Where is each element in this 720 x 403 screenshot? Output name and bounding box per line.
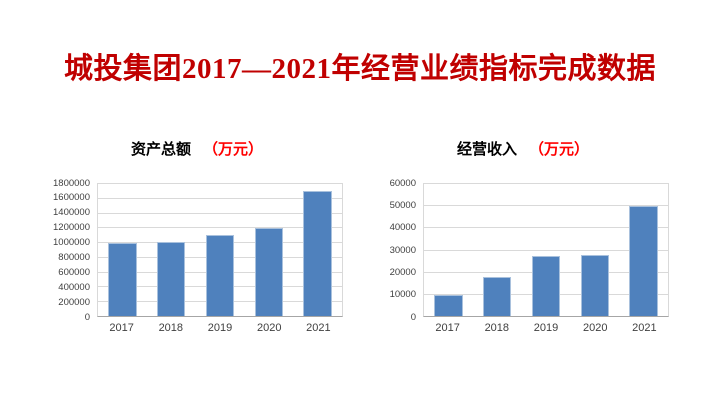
bar-slot — [619, 183, 668, 316]
slide-title: 城投集团2017—2021年经营业绩指标完成数据 — [63, 53, 656, 85]
x-axis-label: 2021 — [306, 322, 331, 334]
x-axis-label: 2020 — [582, 322, 608, 334]
plot-area — [97, 183, 343, 317]
chart-unit-label: （万元） — [529, 141, 590, 158]
bar-2018 — [157, 242, 186, 316]
plot-area — [423, 183, 669, 317]
bar-2019 — [205, 234, 235, 316]
chart-title-text: 经营收入 — [456, 141, 517, 158]
bar-slot — [424, 183, 473, 316]
bar-slot — [570, 183, 619, 316]
gridline — [424, 183, 668, 184]
bars-group — [98, 183, 342, 316]
bar-slot — [196, 183, 245, 316]
gridline — [98, 212, 342, 214]
chart-total-assets: 资产总额 （万元） 0 200000 400000 600000 800000 100000… — [51, 138, 343, 334]
bar-2019 — [531, 256, 561, 316]
bar-slot — [473, 183, 522, 316]
x-axis: 2017 2018 2019 2020 2021 — [423, 322, 669, 334]
y-axis-label: 800000 — [58, 251, 90, 263]
x-axis-label: 2018 — [484, 322, 510, 334]
y-axis-label: 400000 — [58, 281, 90, 293]
y-axis-label: 20000 — [389, 266, 416, 278]
y-axis-label: 10000 — [389, 288, 416, 300]
y-axis-label: 50000 — [389, 199, 416, 211]
x-axis-label: 2017 — [435, 322, 460, 334]
bar-2018 — [483, 277, 512, 316]
bar-2021 — [629, 206, 658, 316]
x-axis: 2017 2018 2019 2020 2021 — [97, 322, 343, 334]
y-axis: 0 10000 20000 30000 40000 50000 60000 — [377, 178, 423, 321]
bar-slot — [522, 183, 571, 316]
gridline — [424, 227, 668, 229]
y-axis-label: 1400000 — [53, 207, 90, 219]
bars-group — [424, 183, 668, 316]
y-axis-label: 200000 — [58, 296, 90, 308]
bar-2017 — [108, 242, 137, 316]
bar-chart-total-assets: 0 200000 400000 600000 800000 1000000 1200000 1… — [51, 178, 343, 334]
bar-slot — [147, 183, 196, 316]
bar-slot — [98, 183, 147, 316]
chart-title-text: 资产总额 — [130, 141, 191, 158]
y-axis-label: 30000 — [389, 244, 416, 256]
x-axis-label: 2019 — [207, 322, 233, 334]
y-axis: 0 200000 400000 600000 800000 1000000 1200000 1… — [51, 178, 97, 321]
y-axis-label: 0 — [410, 311, 416, 323]
chart-operating-income: 经营收入 （万元） 0 10000 20000 30000 40000 50000 60000… — [377, 138, 669, 334]
chart-title-total-assets: 资产总额 （万元） — [51, 138, 343, 159]
chart-title-operating-income: 经营收入 （万元） — [377, 138, 669, 159]
x-axis-label: 2017 — [109, 322, 134, 334]
gridline — [424, 205, 668, 207]
bar-2020 — [254, 228, 283, 316]
y-axis-label: 600000 — [58, 266, 90, 278]
bar-2021 — [303, 191, 332, 316]
x-axis-label: 2020 — [256, 322, 282, 334]
y-axis-label: 0 — [84, 311, 90, 323]
x-axis-label: 2018 — [158, 322, 184, 334]
y-axis-label: 60000 — [389, 177, 416, 189]
gridline — [98, 227, 342, 229]
chart-unit-label: （万元） — [203, 141, 264, 158]
bar-chart-operating-income: 0 10000 20000 30000 40000 50000 60000 2017 2018 2… — [377, 178, 669, 334]
x-axis-label: 2019 — [533, 322, 559, 334]
plot-row: 0 10000 20000 30000 40000 50000 60000 — [377, 178, 669, 321]
x-axis-label: 2021 — [632, 322, 657, 334]
bar-slot — [293, 183, 342, 316]
gridline — [98, 183, 342, 184]
plot-row: 0 200000 400000 600000 800000 1000000 1200000 1… — [51, 178, 343, 321]
bar-slot — [244, 183, 293, 316]
y-axis-label: 1200000 — [53, 221, 90, 233]
y-axis-label: 40000 — [389, 221, 416, 233]
gridline — [98, 197, 342, 199]
bar-2017 — [434, 294, 463, 316]
gridline — [424, 249, 668, 251]
y-axis-label: 1000000 — [53, 236, 90, 248]
bar-2020 — [580, 255, 609, 316]
y-axis-label: 1600000 — [53, 192, 90, 204]
charts-row: 资产总额 （万元） 0 200000 400000 600000 800000 100000… — [0, 138, 720, 334]
y-axis-label: 1800000 — [53, 177, 90, 189]
